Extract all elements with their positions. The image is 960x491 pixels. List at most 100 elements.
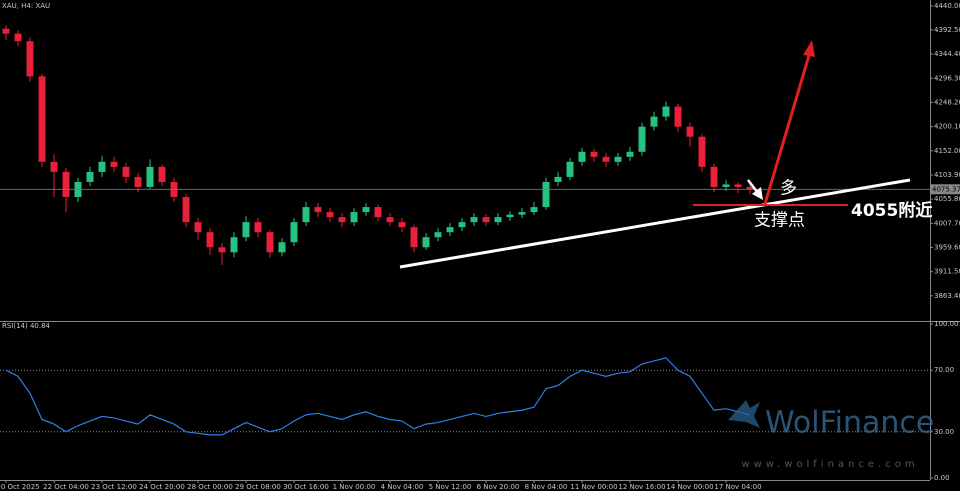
watermark: WolFinance www.wolfinance.com bbox=[728, 400, 934, 470]
candle-body bbox=[566, 161, 574, 177]
candle-body bbox=[410, 227, 418, 248]
y-tick-label: 4007.70 bbox=[934, 219, 960, 227]
candle-body bbox=[182, 197, 190, 223]
y-tick-label: 4248.20 bbox=[934, 98, 960, 106]
y-tick-label: 70.00 bbox=[934, 366, 954, 374]
candle-body bbox=[362, 207, 370, 213]
candle-body bbox=[254, 222, 262, 233]
candle-body bbox=[14, 33, 22, 42]
candle-body bbox=[218, 247, 226, 253]
candle-body bbox=[2, 28, 10, 34]
candle-body bbox=[134, 176, 142, 187]
candle-body bbox=[662, 106, 670, 117]
y-tick-label: 4296.30 bbox=[934, 74, 960, 82]
x-tick-label: 30 Oct 16:00 bbox=[283, 483, 329, 491]
candle-body bbox=[674, 106, 682, 127]
annotation-level: 4055附近 bbox=[851, 200, 932, 221]
candle-body bbox=[314, 207, 322, 213]
y-tick-label: 3959.60 bbox=[934, 243, 960, 251]
x-tick-label: 4 Nov 04:00 bbox=[381, 483, 424, 491]
candle-body bbox=[350, 212, 358, 223]
x-tick-label: 8 Nov 04:00 bbox=[525, 483, 568, 491]
y-tick-label: 4344.40 bbox=[934, 50, 960, 58]
candle-body bbox=[506, 214, 514, 218]
candle-body bbox=[158, 166, 166, 182]
y-tick-label: 4440.00 bbox=[934, 2, 960, 10]
rsi-title: RSI(14) 40.84 bbox=[2, 322, 51, 330]
candle-body bbox=[578, 151, 586, 162]
annotations: 多 支撑点 4055附近 bbox=[399, 40, 932, 269]
candle-body bbox=[230, 237, 238, 253]
x-tick-label: 6 Nov 20:00 bbox=[477, 483, 520, 491]
annotation-long: 多 bbox=[780, 179, 797, 199]
x-tick-label: 12 Nov 16:00 bbox=[618, 483, 665, 491]
y-tick-label: 3863.40 bbox=[934, 292, 960, 300]
candle-body bbox=[206, 232, 214, 248]
x-tick-label: 24 Oct 20:00 bbox=[139, 483, 185, 491]
candle-body bbox=[98, 161, 106, 172]
y-tick-label: 4392.50 bbox=[934, 26, 960, 34]
candle-body bbox=[554, 176, 562, 182]
candle-body bbox=[434, 232, 442, 238]
chart-title: XAU, H4: XAU bbox=[2, 2, 50, 10]
candle-body bbox=[86, 171, 94, 182]
x-tick-label: 22 Oct 04:00 bbox=[43, 483, 89, 491]
x-tick-label: 23 Oct 12:00 bbox=[91, 483, 137, 491]
candle-body bbox=[698, 136, 706, 167]
candle-body bbox=[146, 166, 154, 187]
candle-body bbox=[530, 207, 538, 213]
candle-body bbox=[482, 217, 490, 223]
candle-body bbox=[302, 207, 310, 223]
candle-body bbox=[386, 217, 394, 223]
candle-body bbox=[686, 126, 694, 137]
y-tick-label: 4103.90 bbox=[934, 171, 960, 179]
up-arrowhead bbox=[803, 40, 815, 57]
y-tick-label: 4200.10 bbox=[934, 123, 960, 131]
candle-body bbox=[614, 156, 622, 162]
watermark-brand: WolFinance bbox=[765, 406, 934, 441]
candle-body bbox=[638, 126, 646, 152]
y-tick-label: 3911.50 bbox=[934, 268, 960, 276]
candle-body bbox=[326, 212, 334, 218]
candle-body bbox=[422, 237, 430, 248]
annotation-support: 支撑点 bbox=[754, 211, 805, 231]
watermark-logo bbox=[728, 400, 760, 428]
x-tick-label: 1 Nov 00:00 bbox=[333, 483, 376, 491]
x-tick-label: 17 Nov 04:00 bbox=[714, 483, 761, 491]
candle-body bbox=[710, 166, 718, 187]
candle-body bbox=[542, 181, 550, 208]
x-tick-label: 5 Nov 12:00 bbox=[429, 483, 472, 491]
rsi-line bbox=[5, 357, 751, 436]
candle-body bbox=[650, 116, 658, 127]
candle-body bbox=[602, 156, 610, 162]
candle-body bbox=[290, 222, 298, 243]
x-tick-label: 14 Nov 00:00 bbox=[666, 483, 713, 491]
candle-body bbox=[194, 222, 202, 233]
y-tick-label: 4055.80 bbox=[934, 195, 960, 203]
candle-body bbox=[338, 217, 346, 223]
x-tick-label: 29 Oct 08:00 bbox=[235, 483, 281, 491]
candle-body bbox=[626, 151, 634, 157]
x-tick-label: 11 Nov 00:00 bbox=[570, 483, 617, 491]
current-price-box bbox=[930, 184, 960, 195]
candle-body bbox=[110, 161, 118, 167]
down-arrowhead bbox=[752, 187, 763, 200]
candle-body bbox=[746, 186, 754, 190]
candle-body bbox=[722, 184, 730, 187]
candle-body bbox=[278, 242, 286, 253]
watermark-url: www.wolfinance.com bbox=[741, 459, 918, 470]
candle-body bbox=[38, 76, 46, 162]
trend-line bbox=[399, 178, 911, 269]
candle-body bbox=[470, 217, 478, 223]
x-tick-label: 20 Oct 2025 bbox=[0, 483, 40, 491]
candle-body bbox=[590, 151, 598, 157]
y-tick-label: 0.00 bbox=[934, 474, 950, 482]
candle-body bbox=[26, 41, 34, 77]
candle-body bbox=[122, 166, 130, 177]
candle-body bbox=[50, 161, 58, 172]
candle-body bbox=[242, 222, 250, 238]
candle-body bbox=[734, 184, 742, 187]
y-tick-label: 100.00 bbox=[934, 320, 959, 328]
